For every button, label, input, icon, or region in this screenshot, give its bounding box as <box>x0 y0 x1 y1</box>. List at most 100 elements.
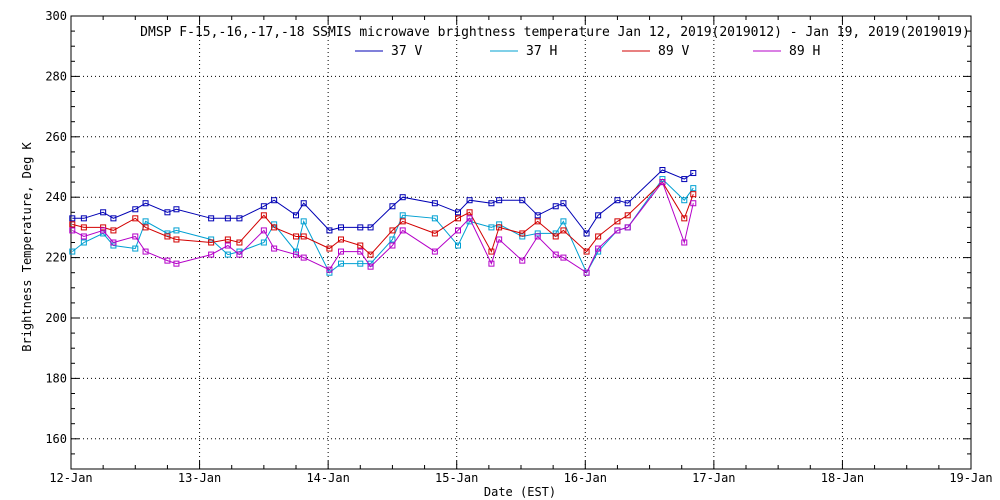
data-point <box>389 236 396 243</box>
data-point <box>496 221 503 228</box>
data-point <box>142 218 149 225</box>
data-point <box>455 242 461 249</box>
data-point <box>326 245 333 252</box>
data-point <box>367 263 374 270</box>
legend-label: 89 H <box>789 44 820 59</box>
data-point <box>357 248 364 255</box>
data-point <box>338 260 344 267</box>
data-point <box>357 224 364 231</box>
data-point <box>681 239 688 246</box>
data-point <box>690 185 697 192</box>
data-point <box>534 233 541 240</box>
data-point <box>681 215 688 222</box>
data-point <box>173 206 180 213</box>
data-point <box>142 248 149 255</box>
data-point <box>338 248 344 255</box>
data-point <box>164 257 171 264</box>
data-point <box>455 215 461 222</box>
data-point <box>455 209 461 216</box>
data-point <box>583 248 590 255</box>
y-tick-label: 200 <box>45 311 67 325</box>
data-point <box>389 203 396 210</box>
data-point <box>260 203 267 210</box>
data-point <box>552 251 559 258</box>
data-point <box>519 230 526 237</box>
data-point <box>164 209 171 216</box>
data-point <box>293 212 299 219</box>
data-point <box>690 200 697 207</box>
series-line <box>71 178 694 274</box>
data-point <box>614 218 621 225</box>
data-point <box>519 197 526 204</box>
chart-title: DMSP F-15,-16,-17,-18 SSMIS microwave br… <box>140 25 970 40</box>
data-point <box>236 215 243 222</box>
data-point <box>80 239 87 246</box>
data-point <box>399 194 406 201</box>
legend-label: 89 V <box>658 44 689 59</box>
series-line <box>72 169 694 235</box>
data-point <box>260 212 267 219</box>
data-point <box>271 224 278 231</box>
data-point <box>614 197 621 204</box>
legend-label: 37 H <box>526 44 557 59</box>
data-point <box>224 251 231 258</box>
x-tick-label: 12-Jan <box>49 471 92 485</box>
data-point <box>595 212 602 219</box>
data-point <box>110 242 117 249</box>
data-point <box>431 248 438 255</box>
data-point <box>293 233 299 240</box>
data-point <box>595 233 602 240</box>
data-point <box>271 245 278 252</box>
data-point <box>466 209 473 216</box>
data-point <box>208 251 215 258</box>
data-point <box>583 230 590 237</box>
data-point <box>164 230 171 237</box>
data-point <box>236 251 243 258</box>
data-point <box>142 224 149 231</box>
data-point <box>466 215 473 222</box>
data-point <box>659 179 666 186</box>
data-point <box>624 200 631 207</box>
data-point <box>164 233 171 240</box>
data-point <box>338 236 344 243</box>
data-point <box>357 242 364 249</box>
legend-item: 89 H <box>753 44 820 59</box>
data-point <box>488 224 495 231</box>
data-point <box>260 239 267 246</box>
data-point <box>224 242 231 249</box>
data-point <box>69 227 76 234</box>
x-tick-label: 19-Jan <box>949 471 992 485</box>
data-point <box>534 218 541 225</box>
data-point <box>173 236 180 243</box>
data-point <box>431 215 438 222</box>
data-point <box>496 236 503 243</box>
data-point <box>80 233 87 240</box>
x-tick-label: 14-Jan <box>306 471 349 485</box>
data-point <box>132 215 139 222</box>
data-point <box>100 227 107 234</box>
data-point <box>614 227 621 234</box>
series-line <box>72 181 694 274</box>
data-point <box>132 206 139 213</box>
data-point <box>326 227 333 234</box>
data-point <box>110 227 117 234</box>
legend-label: 37 V <box>391 44 422 59</box>
data-point <box>110 239 117 246</box>
data-point <box>431 200 438 207</box>
data-point <box>399 227 406 234</box>
data-point <box>80 224 87 231</box>
data-point <box>208 215 215 222</box>
data-point <box>69 221 76 228</box>
y-axis-label: Brightness Temperature, Deg K <box>20 141 34 351</box>
data-point <box>300 200 307 207</box>
data-point <box>560 227 567 234</box>
data-point <box>293 248 299 255</box>
data-point <box>659 167 666 174</box>
data-point <box>681 176 688 183</box>
data-point <box>367 224 374 231</box>
data-point <box>80 215 87 222</box>
y-tick-label: 220 <box>45 251 67 265</box>
data-point <box>488 248 495 255</box>
data-point <box>690 170 697 177</box>
